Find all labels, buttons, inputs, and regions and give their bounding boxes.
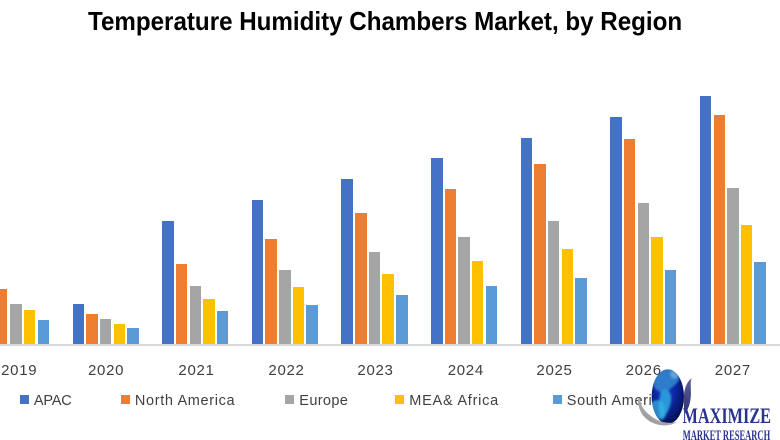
svg-text:MAXIMIZE: MAXIMIZE bbox=[683, 403, 772, 428]
svg-text:MARKET RESEARCH: MARKET RESEARCH bbox=[683, 428, 771, 440]
